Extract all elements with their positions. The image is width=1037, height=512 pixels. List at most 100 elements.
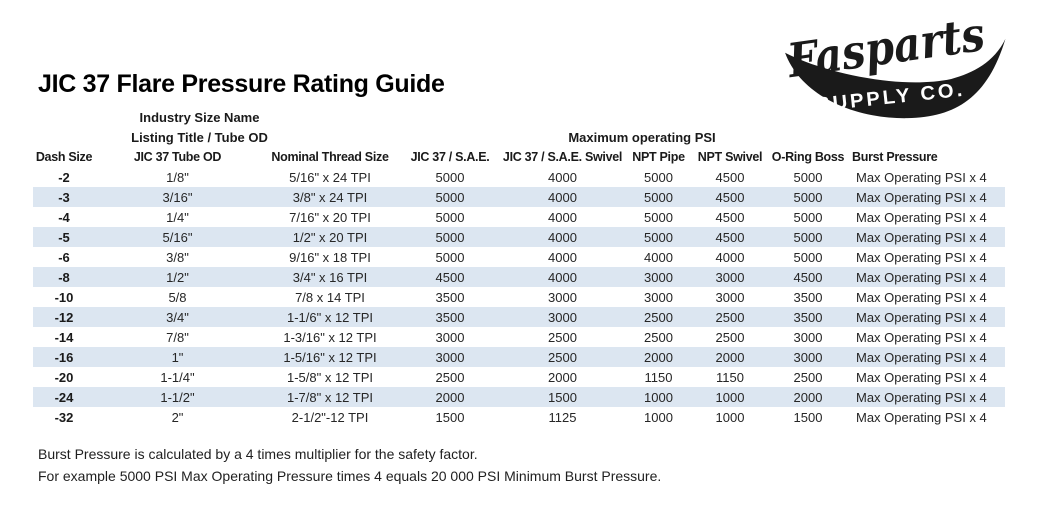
cell: -10 <box>54 289 74 305</box>
cell: 1-5/16" x 12 TPI <box>283 349 377 365</box>
cell: 1-1/6" x 12 TPI <box>286 309 374 325</box>
cell: 1150 <box>716 369 744 385</box>
cell: 3/8" <box>166 249 189 265</box>
cell: -8 <box>58 269 70 285</box>
table-row: -5 5/16" 1/2" x 20 TPI 5000 4000 5000 4500 5000… <box>33 227 1005 247</box>
cell: 2500 <box>548 349 577 365</box>
cell: 5000 <box>435 169 465 185</box>
cell: Max Operating PSI x 4 <box>856 329 987 345</box>
cell: 3500 <box>435 289 465 305</box>
cell: 5000 <box>644 229 673 245</box>
table-body: -2 1/8" 5/16" x 24 TPI 5000 4000 5000 4500 5000… <box>33 167 1005 427</box>
cell: 4500 <box>715 209 745 225</box>
cell: 2500 <box>644 329 673 345</box>
cell: 3/4" x 16 TPI <box>292 269 368 285</box>
cell: 5/16" x 24 TPI <box>289 169 371 185</box>
cell: 7/8 x 14 TPI <box>295 289 365 305</box>
cell: -20 <box>54 369 74 385</box>
column-header-5: NPT Pipe <box>632 150 685 164</box>
cell: Max Operating PSI x 4 <box>856 309 987 325</box>
cell: 1000 <box>715 389 745 405</box>
cell: 3000 <box>715 269 745 285</box>
cell: 2000 <box>435 389 465 405</box>
cell: 5000 <box>644 189 673 205</box>
cell: Max Operating PSI x 4 <box>856 409 987 425</box>
cell: 5000 <box>435 189 465 205</box>
cell: 1-3/16" x 12 TPI <box>283 329 377 345</box>
table-row: -12 3/4" 1-1/6" x 12 TPI 3500 3000 2500 2500 35… <box>33 307 1005 327</box>
cell: 1-1/2" <box>160 389 195 405</box>
cell: -12 <box>54 309 74 325</box>
cell: 5000 <box>435 229 465 245</box>
cell: 1/8" <box>166 169 189 185</box>
cell: 7/8" <box>166 329 189 345</box>
cell: 1500 <box>435 409 465 425</box>
group-header-row-1: Industry Size Name <box>33 107 1005 127</box>
cell: 1-5/8" x 12 TPI <box>286 369 374 385</box>
cell: 1500 <box>548 389 577 405</box>
cell: 5000 <box>435 249 465 265</box>
cell: 3500 <box>793 289 823 305</box>
cell: 4500 <box>793 269 823 285</box>
listing-title-label: Listing Title / Tube OD <box>131 129 268 145</box>
table-row: -10 5/8 7/8 x 14 TPI 3500 3000 3000 3000 3500 Ma… <box>33 287 1005 307</box>
table-row: -24 1-1/2" 1-7/8" x 12 TPI 2000 1500 1000 1000… <box>33 387 1005 407</box>
cell: 2500 <box>715 309 745 325</box>
cell: 3000 <box>548 309 577 325</box>
cell: 4000 <box>548 209 577 225</box>
cell: -14 <box>54 329 74 345</box>
cell: 4500 <box>715 189 745 205</box>
cell: 5000 <box>793 169 823 185</box>
cell: -24 <box>54 389 74 405</box>
cell: 1/2" <box>166 269 189 285</box>
cell: 4000 <box>548 169 577 185</box>
column-header-2: Nominal Thread Size <box>271 150 389 164</box>
cell: 1150 <box>644 369 673 385</box>
column-header-8: Burst Pressure <box>852 150 938 164</box>
column-header-row: Dash Size JIC 37 Tube OD Nominal Thread Si… <box>33 147 1005 167</box>
table-row: -32 2" 2-1/2"-12 TPI 1500 1125 1000 1000 1500 Ma… <box>33 407 1005 427</box>
maximum-operating-psi-label: Maximum operating PSI <box>568 129 716 145</box>
cell: 9/16" x 18 TPI <box>289 249 371 265</box>
cell: 2500 <box>644 309 673 325</box>
pressure-rating-table: Industry Size Name Listing Title / Tube … <box>33 107 1005 427</box>
cell: 7/16" x 20 TPI <box>289 209 371 225</box>
cell: 1-1/4" <box>160 369 195 385</box>
cell: 3000 <box>793 329 823 345</box>
cell: 4000 <box>548 229 577 245</box>
table-row: -3 3/16" 3/8" x 24 TPI 5000 4000 5000 4500 5000… <box>33 187 1005 207</box>
footer-note-line1: Burst Pressure is calculated by a 4 time… <box>38 446 478 462</box>
column-header-3: JIC 37 / S.A.E. <box>410 150 490 164</box>
cell: 5000 <box>793 249 823 265</box>
cell: 3/4" <box>166 309 189 325</box>
cell: 2" <box>171 409 184 425</box>
cell: 3000 <box>793 349 823 365</box>
footer-note-line2: For example 5000 PSI Max Operating Press… <box>38 468 662 484</box>
cell: 5000 <box>793 229 823 245</box>
cell: 1000 <box>644 389 673 405</box>
cell: 4000 <box>715 249 745 265</box>
cell: 1-7/8" x 12 TPI <box>286 389 374 405</box>
cell: 3/8" x 24 TPI <box>292 189 368 205</box>
table-row: -4 1/4" 7/16" x 20 TPI 5000 4000 5000 4500 5000… <box>33 207 1005 227</box>
table-row: -20 1-1/4" 1-5/8" x 12 TPI 2500 2000 1150 1150… <box>33 367 1005 387</box>
cell: 2000 <box>644 349 673 365</box>
cell: 5000 <box>793 209 823 225</box>
cell: 3000 <box>548 289 577 305</box>
cell: Max Operating PSI x 4 <box>856 349 987 365</box>
cell: 2500 <box>793 369 823 385</box>
cell: 2500 <box>548 329 577 345</box>
table-row: -6 3/8" 9/16" x 18 TPI 5000 4000 4000 4000 5000… <box>33 247 1005 267</box>
column-header-0: Dash Size <box>35 150 93 164</box>
cell: 2000 <box>715 349 745 365</box>
cell: 2-1/2"-12 TPI <box>291 409 369 425</box>
cell: Max Operating PSI x 4 <box>856 209 987 225</box>
table-row: -16 1" 1-5/16" x 12 TPI 3000 2500 2000 2000 300… <box>33 347 1005 367</box>
cell: 5000 <box>644 169 673 185</box>
cell: 1500 <box>793 409 823 425</box>
cell: Max Operating PSI x 4 <box>856 369 987 385</box>
cell: -6 <box>58 249 70 265</box>
cell: Max Operating PSI x 4 <box>856 269 987 285</box>
cell: 3500 <box>435 309 465 325</box>
